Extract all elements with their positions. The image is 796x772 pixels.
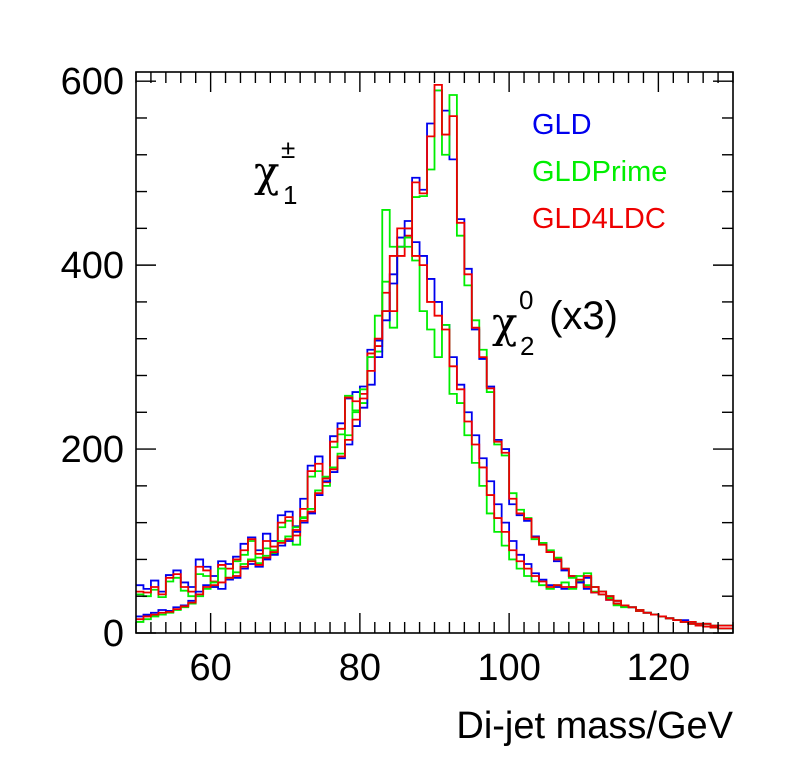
y-tick-label: 200 [61, 429, 124, 471]
x-tick-label: 100 [477, 647, 540, 689]
chargino-subscript: 1 [283, 180, 297, 210]
x-tick-label: 80 [339, 647, 381, 689]
chargino-superscript: ± [281, 134, 295, 164]
x-tick-label: 120 [627, 647, 690, 689]
x-axis-label: Di-jet mass/GeV [456, 705, 733, 747]
neutralino-subscript: 2 [520, 331, 534, 361]
chargino-annotation: χ ± 1 [254, 134, 297, 210]
y-tick-label: 0 [103, 613, 124, 655]
legend-entry-gld: GLD [532, 109, 592, 141]
legend-entry-gldprime: GLDPrime [532, 156, 667, 188]
legend-entry-gld4ldc: GLD4LDC [532, 203, 666, 235]
chargino-symbol: χ [254, 147, 279, 196]
neutralino-scale-label: (x3) [538, 294, 618, 338]
x-tick-label: 60 [189, 647, 231, 689]
neutralino-symbol: χ [492, 298, 517, 347]
series-neutralino-gld4ldc [136, 227, 733, 630]
y-tick-label: 400 [61, 245, 124, 287]
y-tick-label: 600 [61, 61, 124, 103]
series-layer [136, 83, 733, 630]
legend: GLD GLDPrime GLD4LDC [532, 109, 667, 235]
neutralino-superscript: 0 [519, 285, 533, 315]
neutralino-annotation: χ 0 2 (x3) [492, 285, 618, 361]
